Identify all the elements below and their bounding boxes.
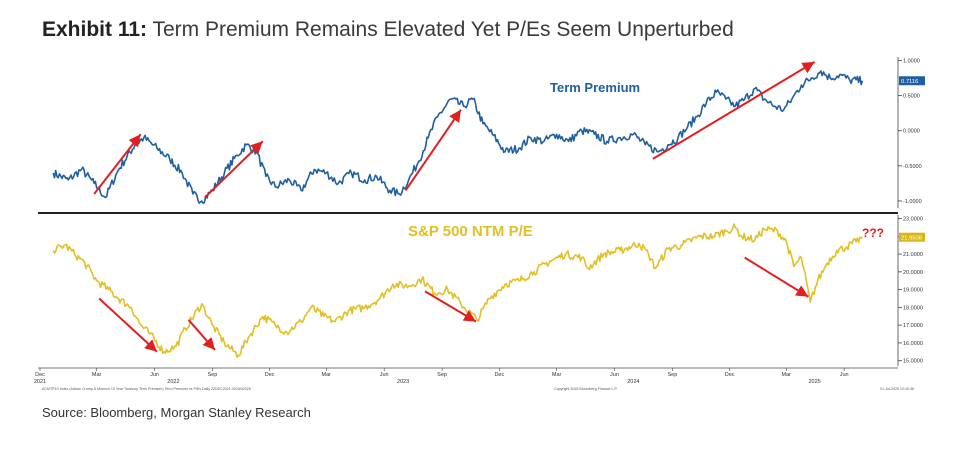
x-tick-label: Dec [265,372,275,378]
y-tick-label: -0.5000 [903,164,922,170]
trend-arrow [187,319,216,351]
last-value-badge [899,232,925,242]
x-axis: Dec Mar Jun Sep Dec Mar Jun Sep Dec Mar Jun Sep Dec M… [34,367,898,385]
trend-arrow [404,109,462,192]
x-tick-label: Jun [610,372,619,378]
series-label-pe: S&P 500 NTM P/E [408,223,533,240]
y-tick-label: 21.0000 [903,252,923,258]
trend-arrow [93,133,142,195]
x-tick-label: Sep [208,372,218,378]
source-note: Source: Bloomberg, Morgan Stanley Resear… [42,405,311,420]
last-value-badge [899,76,925,86]
footnote-right: 01-Jul-2025 12:40:36 [880,387,914,391]
x-tick-label: Jun [380,372,389,378]
x-tick-label: Dec [725,372,735,378]
y-tick-label: 15.0000 [903,359,923,365]
y-tick-label: 20.0000 [903,270,923,276]
pe-panel: 23.000022.000021.000020.000019.000018.00… [52,215,925,366]
y-tick-label: 0.0000 [903,129,920,135]
chart-title: Term Premium Remains Elevated Yet P/Es S… [152,18,734,41]
term-premium-panel: 1.0000 0.5000 0.0000 -0.5000 -1.0000 0.7116 Te… [52,57,925,208]
y-tick-label: 17.0000 [903,323,923,329]
trend-arrow [424,290,477,323]
last-value-badge-text: 0.7116 [901,79,918,85]
series-line [52,70,864,204]
trend-arrow [744,256,809,298]
x-year-label: 2023 [397,379,409,385]
x-year-label: 2022 [167,379,179,385]
exhibit-title: Exhibit 11: Term Premium Remains Elevate… [42,18,734,42]
x-tick-label: Dec [494,372,504,378]
x-year-label: 2024 [627,379,639,385]
y-tick-label: 23.0000 [903,217,923,223]
series-line [52,223,863,359]
x-tick-label: Mar [782,372,792,378]
chart-svg: 1.0000 0.5000 0.0000 -0.5000 -1.0000 0.7116 Te… [34,57,925,391]
y-tick-label: 0.5000 [903,94,920,100]
last-value-badge-text: 21.9508 [901,235,922,241]
y-tick-label: 1.0000 [903,59,920,65]
x-tick-label: Dec [35,372,45,378]
x-tick-label: Jun [840,372,849,378]
trend-arrow [98,297,158,353]
x-year-label: 2025 [808,379,820,385]
series-label-term-premium: Term Premium [550,80,640,95]
footnote-left: ACMTP10 Index (Adrian Crump & Moench 10 … [42,387,251,391]
x-tick-label: Sep [437,372,447,378]
y-tick-label: 19.0000 [903,288,923,294]
x-year-label: 2021 [34,379,46,385]
y-tick-label: 16.0000 [903,341,923,347]
x-tick-label: Mar [552,372,562,378]
trend-arrow [652,61,816,160]
x-tick-label: Sep [667,372,677,378]
x-tick-label: Jun [150,372,159,378]
exhibit-label: Exhibit 11: [42,18,148,41]
y-tick-label: 18.0000 [903,305,923,311]
x-tick-label: Mar [322,372,332,378]
x-tick-label: Mar [92,372,102,378]
y-tick-label: -1.0000 [903,199,922,205]
footnote-center: Copyright 2025 Bloomberg Finance L.P. [554,387,618,391]
trend-arrow [204,140,264,199]
annotation-question-marks: ??? [862,226,884,240]
